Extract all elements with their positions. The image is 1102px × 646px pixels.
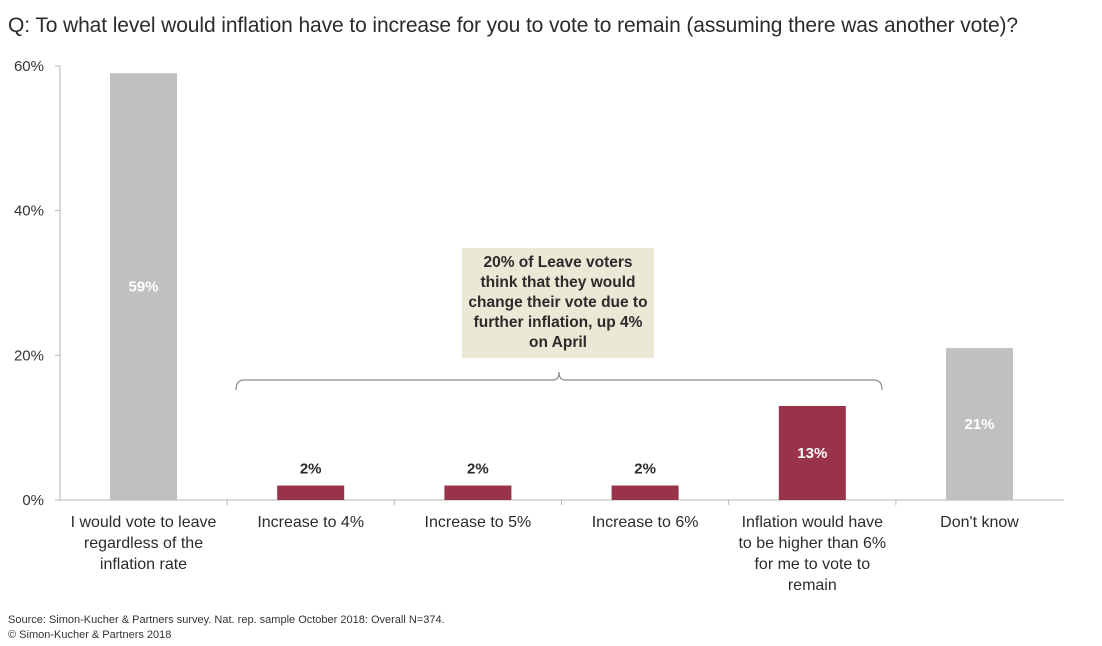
category-label-line: for me to vote to (754, 556, 870, 573)
data-label: 2% (634, 461, 656, 478)
category-label-line: regardless of the (84, 535, 203, 552)
y-tick-label: 20% (14, 347, 44, 364)
data-label: 21% (964, 416, 994, 433)
category-label: Increase to 6% (592, 514, 699, 531)
category-label: I would vote to leave regardless of the in… (71, 514, 217, 573)
category-label-line: Don't know (940, 514, 1019, 531)
category-label-line: inflation rate (100, 556, 187, 573)
annotation-bracket (235, 371, 883, 391)
bar (778, 405, 846, 500)
y-tick-label: 0% (22, 492, 44, 509)
data-label: 2% (467, 461, 489, 478)
data-label: 59% (128, 279, 158, 296)
category-label-line: Increase to 5% (425, 514, 532, 531)
category-label: Inflation would have to be higher than 6%… (738, 514, 886, 594)
data-label: 13% (797, 445, 827, 462)
category-label: Don't know (940, 514, 1019, 531)
source-note: Source: Simon-Kucher & Partners survey. … (8, 614, 445, 626)
category-label-line: Increase to 6% (592, 514, 699, 531)
category-label-line: Increase to 4% (257, 514, 364, 531)
y-tick-label: 60% (14, 58, 44, 75)
category-label-line: to be higher than 6% (738, 535, 886, 552)
bar (277, 485, 345, 500)
category-label: Increase to 4% (257, 514, 364, 531)
category-label-line: Inflation would have (742, 514, 884, 531)
y-tick-label: 40% (14, 203, 44, 220)
bar (444, 485, 512, 500)
category-label-line: remain (788, 577, 837, 594)
bar (110, 73, 177, 500)
data-label: 2% (300, 461, 322, 478)
annotation-callout: 20% of Leave voters think that they woul… (462, 248, 654, 358)
bar (946, 348, 1013, 500)
copyright-note: © Simon-Kucher & Partners 2018 (8, 629, 172, 641)
category-label-line: I would vote to leave (71, 514, 217, 531)
chart-title: Q: To what level would inflation have to… (8, 14, 1018, 37)
category-label: Increase to 5% (425, 514, 532, 531)
bar (611, 485, 679, 500)
